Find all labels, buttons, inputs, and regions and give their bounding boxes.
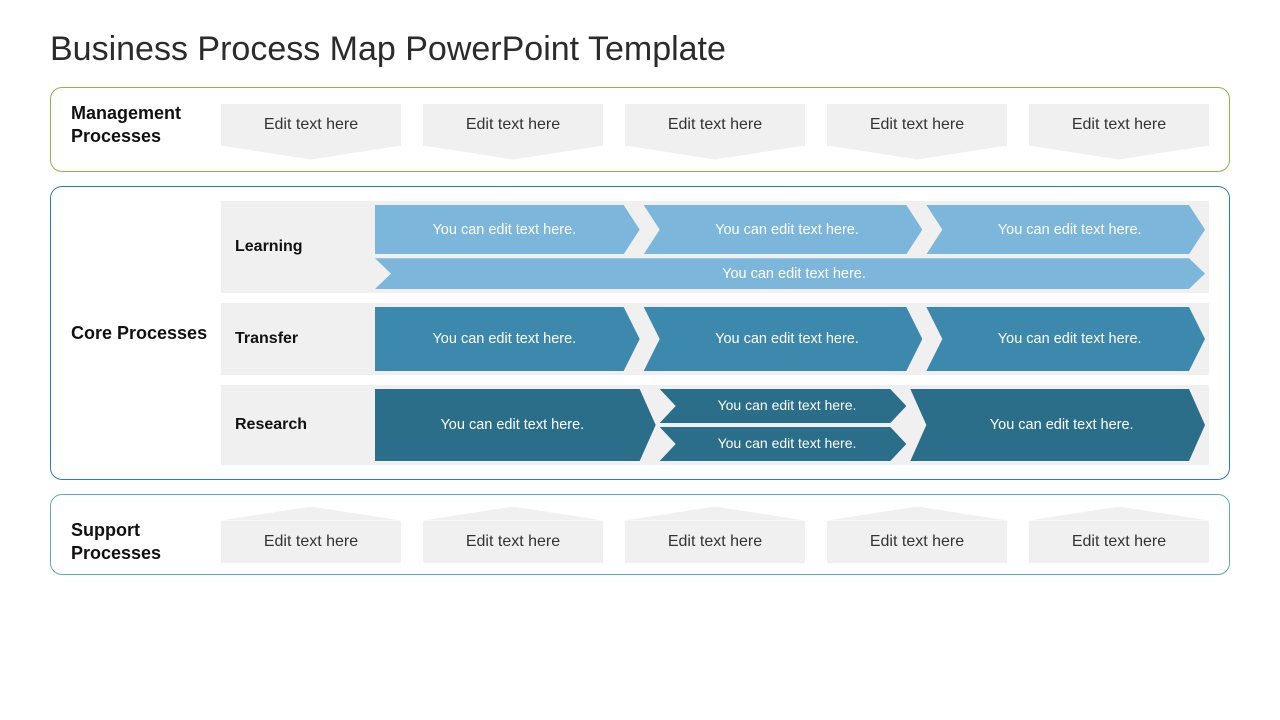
learning-step: You can edit text here. [926, 205, 1205, 254]
support-tag: Edit text here [625, 521, 805, 563]
learning-label: Learning [221, 201, 371, 293]
research-step-mid: You can edit text here. [660, 389, 907, 423]
core-row-transfer: Transfer You can edit text here. You can… [221, 303, 1209, 375]
transfer-label: Transfer [221, 303, 371, 375]
research-step-left: You can edit text here. [375, 389, 656, 461]
transfer-step: You can edit text here. [926, 307, 1205, 371]
support-label: Support Processes [71, 519, 211, 564]
support-tag: Edit text here [827, 521, 1007, 563]
support-tag: Edit text here [1029, 521, 1209, 563]
research-step-mid: You can edit text here. [660, 427, 907, 461]
research-label: Research [221, 385, 371, 465]
transfer-body: You can edit text here. You can edit tex… [371, 303, 1209, 375]
support-section: Support Processes Edit text here Edit te… [50, 494, 1230, 575]
research-step-right: You can edit text here. [910, 389, 1205, 461]
learning-step: You can edit text here. [644, 205, 923, 254]
core-row-learning: Learning You can edit text here. You can… [221, 201, 1209, 293]
learning-step: You can edit text here. [375, 205, 640, 254]
management-tag: Edit text here [1029, 104, 1209, 146]
management-tag: Edit text here [221, 104, 401, 146]
core-section: Core Processes Learning You can edit tex… [50, 186, 1230, 480]
management-label: Management Processes [71, 102, 211, 147]
transfer-step: You can edit text here. [644, 307, 923, 371]
management-tag: Edit text here [625, 104, 805, 146]
management-tags-row: Edit text here Edit text here Edit text … [221, 104, 1209, 146]
core-rows: Learning You can edit text here. You can… [221, 201, 1209, 465]
management-section: Management Processes Edit text here Edit… [50, 87, 1230, 172]
management-tag: Edit text here [827, 104, 1007, 146]
core-row-research: Research You can edit text here. You can… [221, 385, 1209, 465]
core-label: Core Processes [71, 201, 211, 465]
management-tag: Edit text here [423, 104, 603, 146]
learning-body: You can edit text here. You can edit tex… [371, 201, 1209, 293]
support-tags-row: Edit text here Edit text here Edit text … [221, 521, 1209, 563]
transfer-step: You can edit text here. [375, 307, 640, 371]
page-title: Business Process Map PowerPoint Template [50, 30, 1230, 69]
learning-bottom-step: You can edit text here. [375, 258, 1205, 289]
research-body: You can edit text here. You can edit tex… [371, 385, 1209, 465]
support-tag: Edit text here [423, 521, 603, 563]
support-tag: Edit text here [221, 521, 401, 563]
